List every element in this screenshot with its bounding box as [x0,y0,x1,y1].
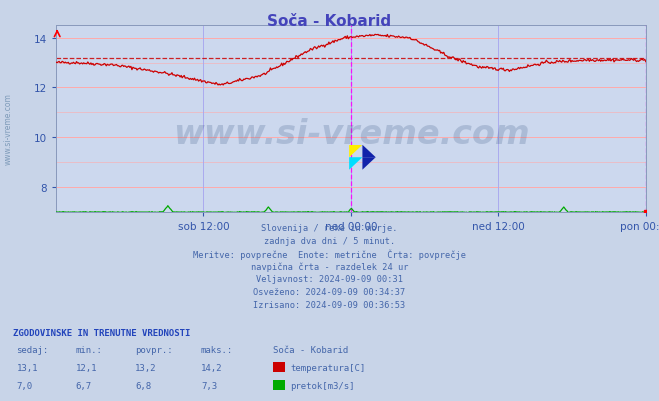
Text: www.si-vreme.com: www.si-vreme.com [3,93,13,164]
Text: Veljavnost: 2024-09-09 00:31: Veljavnost: 2024-09-09 00:31 [256,275,403,284]
Text: Osveženo: 2024-09-09 00:34:37: Osveženo: 2024-09-09 00:34:37 [253,288,406,296]
Text: povpr.:: povpr.: [135,345,173,354]
Polygon shape [349,158,362,170]
Text: navpična črta - razdelek 24 ur: navpična črta - razdelek 24 ur [251,262,408,271]
Text: min.:: min.: [76,345,103,354]
Text: 6,8: 6,8 [135,381,151,390]
Text: 14,2: 14,2 [201,363,223,373]
Polygon shape [362,158,376,170]
Text: 6,7: 6,7 [76,381,92,390]
Text: 13,2: 13,2 [135,363,157,373]
Text: 13,1: 13,1 [16,363,38,373]
Text: pretok[m3/s]: pretok[m3/s] [291,381,355,390]
Text: Soča - Kobarid: Soča - Kobarid [268,14,391,29]
Text: 12,1: 12,1 [76,363,98,373]
Polygon shape [349,146,362,158]
Text: Slovenija / reke in morje.: Slovenija / reke in morje. [261,223,398,232]
Text: zadnja dva dni / 5 minut.: zadnja dva dni / 5 minut. [264,236,395,245]
Text: www.si-vreme.com: www.si-vreme.com [173,118,529,151]
Text: Meritve: povprečne  Enote: metrične  Črta: povprečje: Meritve: povprečne Enote: metrične Črta:… [193,249,466,259]
Polygon shape [362,146,376,158]
Text: 7,3: 7,3 [201,381,217,390]
Text: sedaj:: sedaj: [16,345,49,354]
Text: maks.:: maks.: [201,345,233,354]
Text: Izrisano: 2024-09-09 00:36:53: Izrisano: 2024-09-09 00:36:53 [253,300,406,309]
Text: 7,0: 7,0 [16,381,32,390]
Text: ZGODOVINSKE IN TRENUTNE VREDNOSTI: ZGODOVINSKE IN TRENUTNE VREDNOSTI [13,328,190,337]
Text: temperatura[C]: temperatura[C] [291,363,366,373]
Text: Soča - Kobarid: Soča - Kobarid [273,345,349,354]
